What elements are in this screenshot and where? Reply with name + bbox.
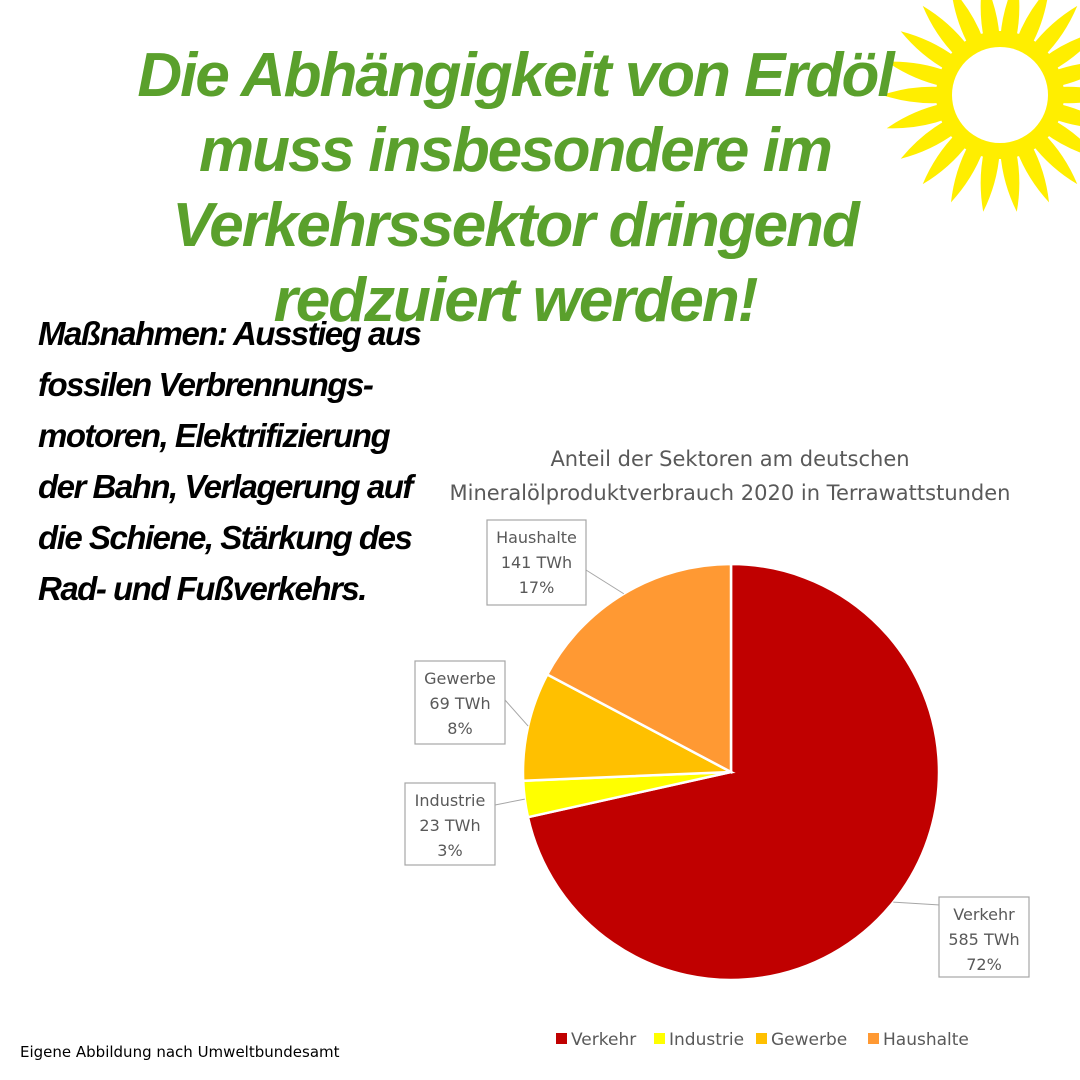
legend-swatch-industrie [654,1033,665,1044]
label-leader-line [494,798,525,806]
chart-title: Anteil der Sektoren am deutschen Mineral… [449,447,1011,505]
data-label-value: 585 TWh [948,930,1019,949]
data-label-name: Verkehr [953,905,1015,924]
data-label-name: Haushalte [496,528,577,547]
legend-label-verkehr: Verkehr [571,1030,636,1050]
data-label-percent: 72% [966,955,1002,974]
source-note: Eigene Abbildung nach Umweltbundesamt [20,1043,340,1061]
data-label-value: 23 TWh [419,816,480,835]
legend-swatch-verkehr [556,1033,567,1044]
data-label-box [414,660,506,745]
data-label-box [938,896,1030,978]
data-label-percent: 17% [519,578,555,597]
label-leader-line [893,901,941,906]
data-label-name: Gewerbe [424,669,496,688]
data-label-box [404,782,496,866]
data-label-percent: 3% [437,841,462,860]
sunflower-icon [882,0,1080,212]
pie-slice-haushalte [545,562,733,775]
measures-text: Maßnahmen: Ausstieg aus fossilen Verbren… [38,315,422,607]
legend-label-gewerbe: Gewerbe [771,1030,847,1050]
data-label-name: Industrie [415,791,486,810]
legend-label-industrie: Industrie [669,1030,744,1050]
label-leader-line [504,699,529,727]
data-label-value: 141 TWh [501,553,572,572]
legend-swatch-haushalte [868,1033,879,1044]
data-label-box [486,519,587,606]
legend-swatch-gewerbe [756,1033,767,1044]
data-label-value: 69 TWh [429,694,490,713]
legend-label-haushalte: Haushalte [883,1030,969,1050]
headline: Die Abhängigkeit von Erdöl muss insbeson… [137,41,894,335]
label-leader-line [585,569,625,595]
data-label-percent: 8% [447,719,472,738]
